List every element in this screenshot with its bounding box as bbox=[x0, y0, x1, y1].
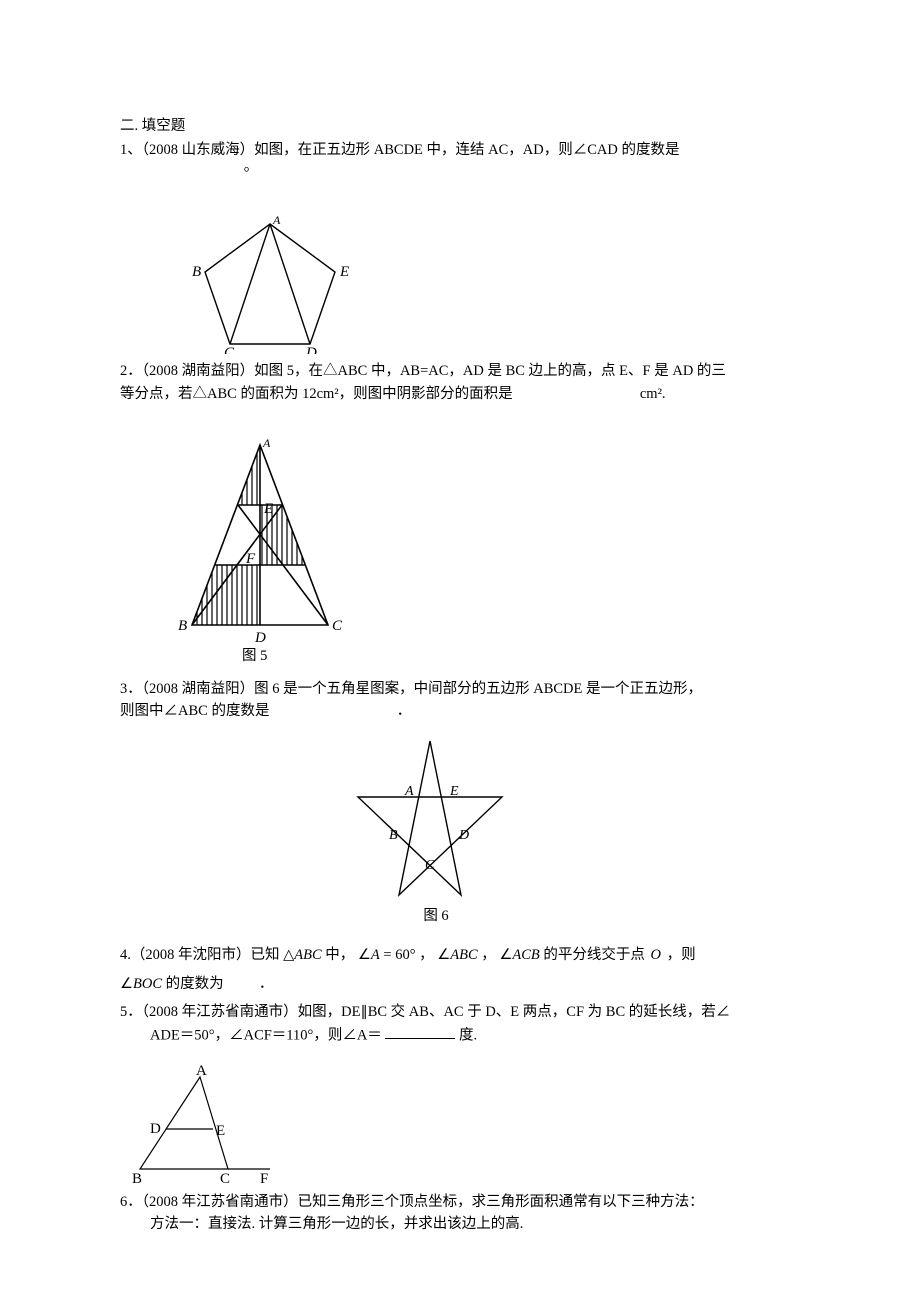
question-3: 3．（2008 湖南益阳）图 6 是一个五角星图案，中间部分的五边形 ABCDE… bbox=[120, 678, 800, 927]
q4-mid1: 中， bbox=[325, 947, 354, 963]
q6-line1: 6．（2008 年江苏省南通市）已知三角形三个顶点坐标，求三角形面积通常有以下三… bbox=[120, 1191, 800, 1213]
section-title: 二. 填空题 bbox=[120, 115, 800, 137]
q2-line2-row: 等分点，若△ABC 的面积为 12cm²，则图中阴影部分的面积是 cm². bbox=[120, 383, 800, 405]
q1-text-row: 1、（2008 山东威海）如图，在正五边形 ABCDE 中，连结 AC，AD，则… bbox=[120, 139, 800, 184]
q3-label-D: D bbox=[458, 828, 469, 843]
question-2: 2．（2008 湖南益阳）如图 5，在△ABC 中，AB=AC，AD 是 BC … bbox=[120, 360, 800, 667]
q2-label-F: F bbox=[245, 551, 256, 567]
q4-post1: 的平分线交于点 bbox=[543, 947, 645, 963]
question-1: 1、（2008 山东威海）如图，在正五边形 ABCDE 中，连结 AC，AD，则… bbox=[120, 139, 800, 354]
q4-angABC: ∠ABC bbox=[437, 947, 477, 963]
q2-label-E: E bbox=[263, 501, 273, 517]
q2-label-A: A bbox=[262, 436, 271, 450]
q1-label-A: A bbox=[272, 214, 281, 227]
q4-angA: ∠A = 60° bbox=[358, 947, 416, 963]
q2-line1: 2．（2008 湖南益阳）如图 5，在△ABC 中，AB=AC，AD 是 BC … bbox=[120, 360, 800, 382]
q4-post2: ，则 bbox=[667, 947, 696, 963]
q2-line2: 等分点，若△ABC 的面积为 12cm²，则图中阴影部分的面积是 bbox=[120, 386, 513, 402]
q3-line1: 3．（2008 湖南益阳）图 6 是一个五角星图案，中间部分的五边形 ABCDE… bbox=[120, 678, 800, 700]
q5-figure: A D E B C F bbox=[120, 1065, 800, 1185]
q3-trail: ． bbox=[397, 703, 412, 719]
q5-line2a: ADE＝50°，∠ACF＝110°，则∠A＝ bbox=[150, 1027, 382, 1043]
q3-caption: 图 6 bbox=[340, 905, 526, 927]
q3-line2-row: 则图中∠ABC 的度数是 ． bbox=[120, 700, 800, 722]
q3-label-E: E bbox=[449, 784, 459, 799]
q3-line2: 则图中∠ABC 的度数是 bbox=[120, 703, 269, 719]
q1-degree: ° bbox=[244, 165, 250, 181]
q1-label-D: D bbox=[305, 345, 317, 354]
q5-label-E: E bbox=[216, 1123, 225, 1139]
q2-label-D: D bbox=[254, 630, 266, 645]
q5-label-F: F bbox=[260, 1171, 268, 1185]
q5-label-D: D bbox=[150, 1121, 161, 1137]
q1-label-B: B bbox=[192, 264, 201, 280]
question-5: 5．（2008 年江苏省南通市）如图，DE∥BC 交 AB、AC 于 D、E 两… bbox=[120, 1001, 800, 1184]
q4-trail: ． bbox=[259, 976, 274, 992]
q3-label-A: A bbox=[404, 784, 414, 799]
q4-angACB: ∠ACB bbox=[499, 947, 539, 963]
q2-label-B: B bbox=[178, 618, 187, 634]
q4-angBOC: ∠BOC bbox=[120, 976, 162, 992]
q4-tri: △△ABCABC bbox=[283, 947, 322, 963]
q2-label-C: C bbox=[332, 618, 343, 634]
q4-pre: 4.（2008 年沈阳市）已知 bbox=[120, 947, 280, 963]
q1-label-E: E bbox=[339, 264, 349, 280]
q4-mid3: ， bbox=[481, 947, 496, 963]
q1-text: 1、（2008 山东威海）如图，在正五边形 ABCDE 中，连结 AC，AD，则… bbox=[120, 142, 679, 158]
q2-figure: B C D E F A 图 5 bbox=[160, 435, 800, 667]
q5-label-C: C bbox=[220, 1171, 230, 1185]
q3-label-C: C bbox=[425, 858, 435, 873]
q4-line2b: 的度数为 bbox=[166, 976, 224, 992]
q1-figure: B E C D A bbox=[180, 214, 800, 354]
q5-blank bbox=[385, 1024, 455, 1040]
q5-line2-row: ADE＝50°，∠ACF＝110°，则∠A＝ 度. bbox=[120, 1024, 800, 1047]
worksheet-page: 二. 填空题 1、（2008 山东威海）如图，在正五边形 ABCDE 中，连结 … bbox=[0, 0, 920, 1278]
q4-mid2: ， bbox=[419, 947, 434, 963]
q3-figure: A E B D C 图 6 bbox=[340, 735, 800, 927]
q6-line2: 方法一：直接法. 计算三角形一边的长，并求出该边上的高. bbox=[120, 1213, 800, 1235]
q5-label-B: B bbox=[132, 1171, 142, 1185]
q5-label-A: A bbox=[196, 1065, 207, 1079]
q3-label-B: B bbox=[389, 828, 398, 843]
q2-unit: cm². bbox=[640, 386, 666, 402]
q4-O: O bbox=[651, 947, 661, 963]
question-4: 4.（2008 年沈阳市）已知 △△ABCABC 中， ∠A = 60° ， ∠… bbox=[120, 941, 800, 999]
q1-label-C: C bbox=[224, 345, 235, 354]
q5-line1: 5．（2008 年江苏省南通市）如图，DE∥BC 交 AB、AC 于 D、E 两… bbox=[120, 1001, 800, 1023]
q2-caption: 图 5 bbox=[160, 645, 800, 667]
question-6: 6．（2008 年江苏省南通市）已知三角形三个顶点坐标，求三角形面积通常有以下三… bbox=[120, 1191, 800, 1236]
q5-line2b: 度. bbox=[459, 1027, 477, 1043]
